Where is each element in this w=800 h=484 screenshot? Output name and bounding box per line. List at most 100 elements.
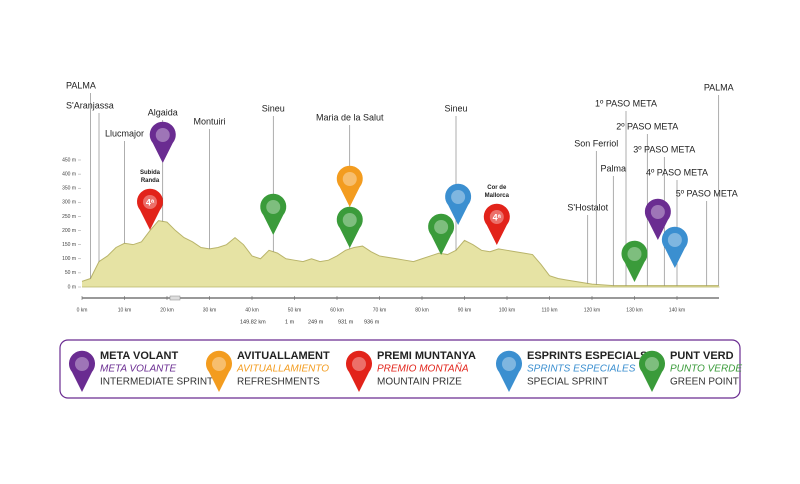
waypoint-label: PALMA <box>66 80 96 90</box>
x-tick-label: 100 km <box>499 307 515 313</box>
x-tick-label: 60 km <box>330 307 344 313</box>
route-pin <box>445 183 472 225</box>
y-tick-label: 0 m <box>68 284 76 290</box>
x-tick-label: 120 km <box>584 307 600 313</box>
legend-text: ESPRINTS ESPECIALS <box>527 350 647 362</box>
x-tick-label: 90 km <box>458 307 472 313</box>
pin-body <box>483 203 510 245</box>
legend-text: PREMI MUNTANYA <box>377 350 476 362</box>
waypoint-label: Palma <box>600 163 626 173</box>
route-pin <box>661 226 688 268</box>
stat: 936 m <box>364 319 380 325</box>
x-tick-label: 110 km <box>541 307 557 313</box>
route-pin <box>260 193 287 235</box>
pin-body <box>496 350 522 392</box>
pin-body <box>661 226 688 268</box>
pin-dot <box>667 233 682 247</box>
pin-body <box>428 213 455 255</box>
legend-text: PUNTO VERDE <box>670 364 742 375</box>
route-pin <box>621 240 648 282</box>
pin-body <box>260 193 287 235</box>
x-tick-label: 70 km <box>373 307 387 313</box>
pin-body <box>205 350 232 392</box>
pin-body <box>336 206 363 248</box>
waypoint-label: S'Aranjassa <box>66 100 114 110</box>
route-pin <box>483 203 510 245</box>
pin-label: 4ª <box>146 197 155 207</box>
stat: 249 m <box>308 319 324 325</box>
pin-dot <box>155 128 170 142</box>
waypoint-label: Maria de la Salut <box>316 112 384 122</box>
x-tick-label: 20 km <box>160 307 174 313</box>
climb-name: Subida Randa <box>140 170 161 184</box>
pin-body <box>346 350 373 392</box>
x-tick-label: 40 km <box>245 307 259 313</box>
waypoint-label: 1º PASO META <box>595 98 657 108</box>
y-tick-label: 400 m <box>62 171 76 177</box>
legend-box <box>59 339 741 399</box>
route-pin <box>428 213 455 255</box>
legend-text: SPRINTS ESPECIALES <box>527 364 636 375</box>
route-pin <box>336 165 363 207</box>
x-tick-label: 140 km <box>669 307 685 313</box>
profile-line <box>81 220 719 287</box>
waypoint-label: Son Ferriol <box>574 138 618 148</box>
pin-dot <box>342 213 357 227</box>
y-tick-label: 350 m <box>62 186 76 192</box>
waypoint-label: Sineu <box>262 103 285 113</box>
y-tick-label: 100 m <box>62 256 76 262</box>
x-tick-label: 30 km <box>203 307 217 313</box>
route-pin <box>336 206 363 248</box>
legend-text: AVITUALLAMENT <box>237 350 330 362</box>
route-pin <box>137 188 163 230</box>
stat: 149.82 km <box>240 319 266 325</box>
pin-body <box>644 198 671 240</box>
legend-text: GREEN POINT <box>670 377 739 388</box>
pin-body <box>336 165 363 207</box>
x-tick-label: 130 km <box>626 307 642 313</box>
pin-dot <box>266 200 281 214</box>
legend-text: SPECIAL SPRINT <box>527 377 608 388</box>
waypoint-label: Llucmajor <box>105 128 144 138</box>
stat: 931 m <box>338 319 354 325</box>
legend-pin <box>205 350 232 392</box>
waypoint-label: Sineu <box>444 103 467 113</box>
y-tick-label: 250 m <box>62 214 76 220</box>
pin-label: 4ª <box>493 212 502 222</box>
y-tick-label: 450 m <box>62 157 76 163</box>
y-tick-label: 200 m <box>62 228 76 234</box>
waypoint-label: 3º PASO META <box>633 144 695 154</box>
climb-name: Cor de Mallorca <box>485 185 510 199</box>
legend-text: REFRESHMENTS <box>237 377 320 388</box>
pin-body <box>149 121 176 163</box>
legend-pin <box>69 350 96 392</box>
route-pin <box>149 121 176 163</box>
x-tick-label: 0 km <box>77 307 88 313</box>
waypoint-label: S'Hostalot <box>567 202 608 212</box>
x-tick-label: 50 km <box>288 307 302 313</box>
waypoint-label: Algaida <box>148 107 178 117</box>
pin-body <box>621 240 648 282</box>
pin-dot <box>502 357 516 371</box>
pin-dot <box>434 220 449 234</box>
x-tick-label: 80 km <box>415 307 429 313</box>
pin-dot <box>143 195 157 209</box>
y-tick-label: 50 m <box>65 270 76 276</box>
legend-pin <box>639 350 665 392</box>
pin-dot <box>645 357 659 371</box>
profile-area <box>82 220 719 287</box>
legend-text: PREMIO MONTAÑA <box>377 362 469 375</box>
y-tick-label: 150 m <box>62 242 76 248</box>
pin-dot <box>212 357 226 371</box>
pin-dot <box>75 357 89 371</box>
legend-pin <box>496 350 522 392</box>
legend-text: META VOLANTE <box>100 364 176 375</box>
pin-body <box>639 350 665 392</box>
waypoint-label: 2º PASO META <box>616 121 678 131</box>
pin-body <box>69 350 96 392</box>
waypoint-label: 5º PASO META <box>676 188 738 198</box>
timeline-marker <box>169 295 181 301</box>
route-pin <box>644 198 671 240</box>
legend-text: INTERMEDIATE SPRINT <box>100 377 213 388</box>
